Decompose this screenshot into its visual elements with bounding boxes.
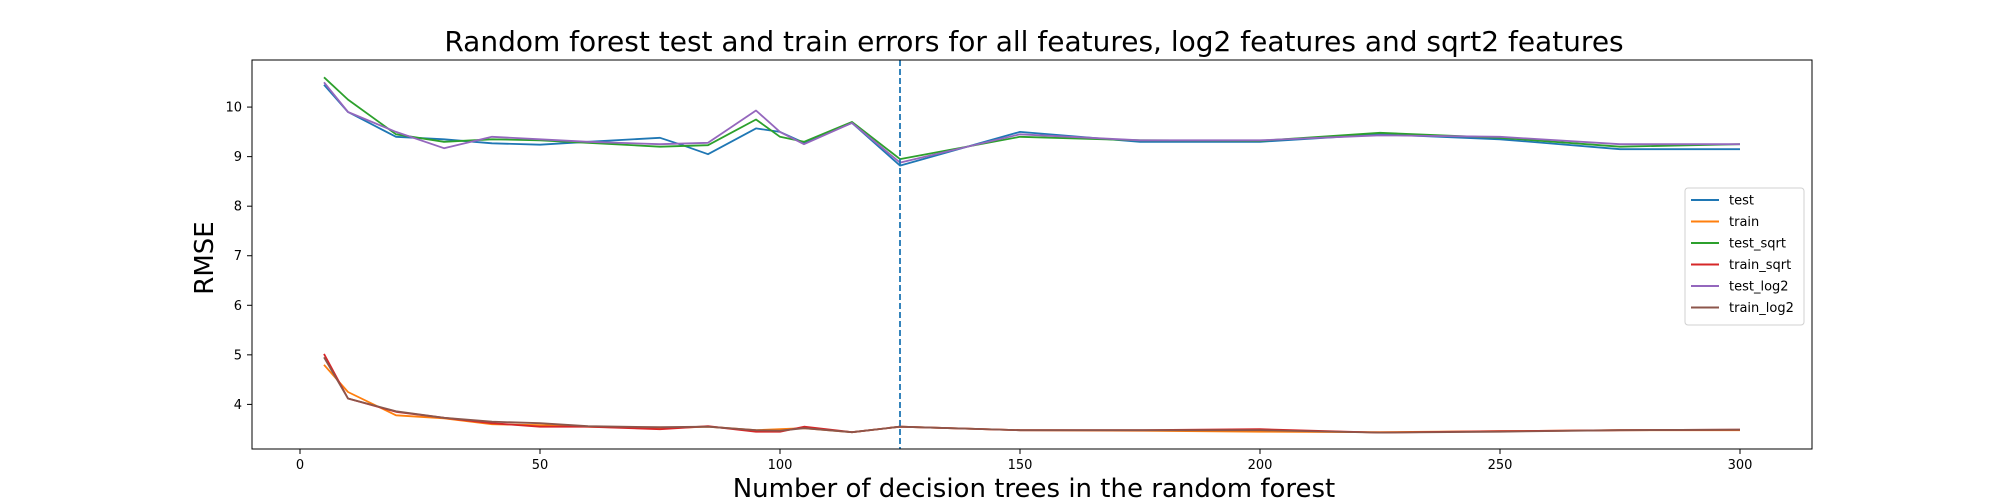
legend-label: train [1729,215,1759,230]
x-tick-label: 200 [1248,458,1273,473]
x-tick-label: 250 [1488,458,1513,473]
legend: test train test_sqrt train_sqrt test_log2tra… [1684,187,1805,326]
x-tick-label: 100 [768,458,793,473]
legend-label: test_sqrt [1729,237,1786,252]
y-tick-label: 6 [234,299,242,314]
series-line-test [323,84,1740,167]
y-tick-label: 5 [234,348,242,363]
x-tick-label: 150 [1008,458,1033,473]
series-line-test-sqrt [323,76,1741,161]
y-tick-label: 4 [234,398,242,413]
series-line-train-sqrt [323,353,1741,434]
y-tick-label: 7 [234,249,242,264]
legend-label: train_log2 [1729,301,1794,316]
y-axis: 4 5 6 7 8 9 10 [225,101,252,413]
series-line-train [323,364,1740,434]
x-tick-label: 50 [532,458,549,473]
plot-frame [251,59,1813,450]
y-tick-label: 10 [225,101,242,116]
series-line-train-log2 [323,356,1741,434]
x-tick-label: 0 [296,458,304,473]
legend-label: test [1729,194,1754,209]
series-line-test-log2 [323,81,1740,164]
plot-area [323,60,1741,449]
chart-title: Random forest test and train errors for … [444,25,1623,58]
x-axis-label: Number of decision trees in the random f… [733,474,1336,500]
y-tick-label: 8 [234,200,242,215]
y-axis-label: RMSE [190,221,220,294]
legend-label: test_log2 [1729,280,1789,295]
legend-label: train_sqrt [1729,258,1791,273]
y-tick-label: 9 [234,150,242,165]
x-tick-label: 300 [1728,458,1753,473]
x-axis: 0 50 100 150 200 250 300 [296,449,1753,473]
